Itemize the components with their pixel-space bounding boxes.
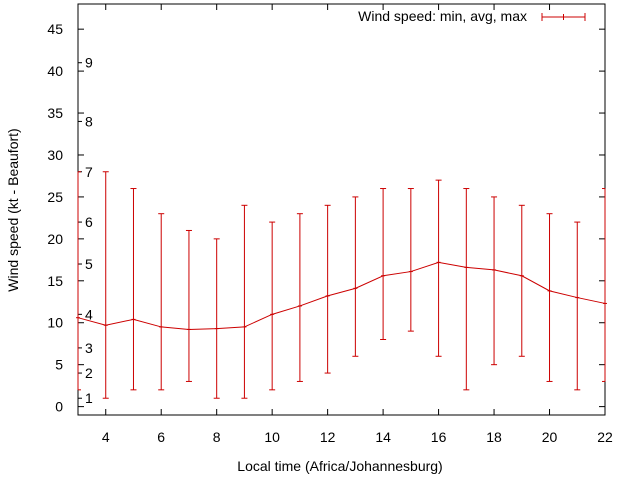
beaufort-scale: 1 2 3 4 5 6 7 8 9: [78, 55, 93, 406]
average-line: [76, 261, 607, 330]
beaufort-label: 7: [85, 164, 93, 180]
x-tick-label: 12: [320, 429, 336, 445]
beaufort-label: 1: [85, 390, 93, 406]
beaufort-label: 9: [85, 55, 93, 71]
average-series-line: [77, 261, 606, 330]
error-bars: [77, 171, 606, 399]
beaufort-label: 6: [85, 214, 93, 230]
x-axis: 4 6 8 10 12 14 16 18 20 22: [102, 4, 613, 445]
y-tick-label: 20: [47, 231, 63, 247]
beaufort-label: 2: [85, 365, 93, 381]
y-tick-label: 25: [47, 189, 63, 205]
plot-frame: [77, 3, 606, 416]
x-tick-label: 10: [264, 429, 280, 445]
legend: Wind speed: min, avg, max: [358, 8, 586, 24]
y-tick-label: 45: [47, 21, 63, 37]
y-tick-label: 30: [47, 147, 63, 163]
x-tick-label: 4: [102, 429, 110, 445]
beaufort-label: 4: [85, 306, 93, 322]
x-tick-label: 22: [597, 429, 613, 445]
beaufort-label: 3: [85, 340, 93, 356]
y-tick-label: 10: [47, 315, 63, 331]
y-tick-label: 15: [47, 273, 63, 289]
x-tick-label: 14: [375, 429, 391, 445]
y-tick-label: 40: [47, 63, 63, 79]
y-tick-label: 5: [55, 357, 63, 373]
x-tick-label: 6: [157, 429, 165, 445]
beaufort-label: 5: [85, 256, 93, 272]
y-tick-label: 0: [55, 399, 63, 415]
x-axis-title: Local time (Africa/Johannesburg): [237, 458, 442, 474]
y-tick-label: 35: [47, 105, 63, 121]
x-tick-label: 16: [431, 429, 447, 445]
x-tick-label: 8: [213, 429, 221, 445]
beaufort-label: 8: [85, 113, 93, 129]
y-axis-title: Wind speed (kt - Beaufort): [5, 128, 21, 291]
x-tick-label: 18: [486, 429, 502, 445]
legend-label: Wind speed: min, avg, max: [358, 8, 527, 24]
x-tick-label: 20: [542, 429, 558, 445]
